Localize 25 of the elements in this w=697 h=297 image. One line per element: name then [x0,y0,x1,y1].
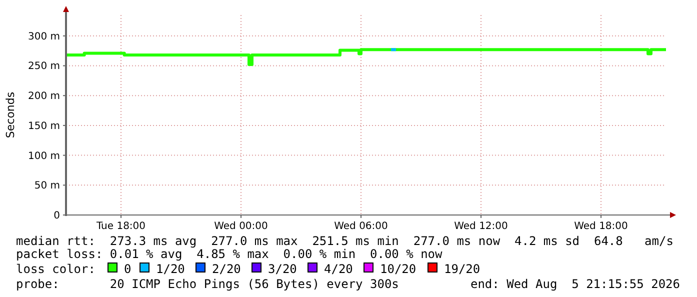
text: probe: 20 ICMP Echo Pings (56 Bytes) every 300s [16,277,399,291]
text: packet loss: 0.01 % avg 4.85 % max 0.00 % min 0.00 % now [16,247,444,261]
legend-label: 4/20 [324,262,353,276]
text: median rtt: 273.3 ms avg 277.0 ms max 251.5 ms min 277.0 ms now 4.2 ms sd 64.8 am/s [16,234,674,248]
y-tick-label: 300 m [28,31,60,42]
y-tick-label: 50 m [34,180,60,192]
legend-label: 2/20 [212,262,241,276]
y-tick-label: 150 m [28,120,60,132]
x-tick-label: Tue 18:00 [95,221,146,232]
legend-label: 1/20 [156,262,185,276]
legend-label: 10/20 [380,262,416,276]
x-tick-label: Wed 18:00 [574,221,628,232]
legend-label: 19/20 [444,262,480,276]
x-tick-label: Wed 00:00 [214,221,268,232]
y-tick-label: 100 m [28,150,60,162]
legend-label: 3/20 [268,262,297,276]
y-tick-label: 250 m [28,61,60,72]
y-axis-title: Seconds [4,92,17,138]
y-tick-label: 0 [54,210,60,222]
y-tick-label: 200 m [28,91,60,102]
legend-title: loss color: [16,262,96,276]
x-tick-label: Wed 06:00 [334,221,388,232]
text: end: Wed Aug 5 21:15:55 2026 [470,277,680,291]
x-tick-label: Wed 12:00 [454,221,508,232]
legend-label: 0 [124,262,132,276]
